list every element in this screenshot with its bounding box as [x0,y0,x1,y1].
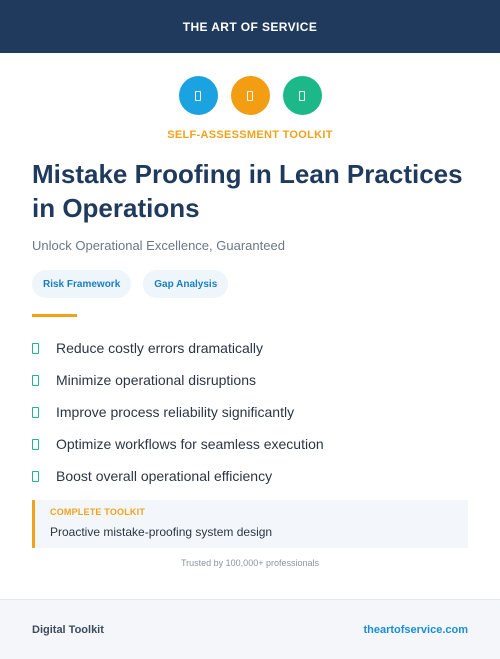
list-item: Optimize workflows for seamless executio… [32,428,324,460]
check-icon [32,406,39,418]
list-item: Reduce costly errors dramatically [32,332,324,364]
callout-text: Proactive mistake-proofing system design [50,525,273,539]
document-glyph-icon [195,90,201,101]
accent-divider [32,314,77,317]
check-icon [32,342,39,354]
list-item: Improve process reliability significantl… [32,396,324,428]
chart-icon [282,76,322,115]
checklist-glyph-icon [247,90,253,101]
list-item: Boost overall operational efficiency [32,460,324,492]
benefit-list: Reduce costly errors dramatically Minimi… [32,332,324,492]
check-icon [32,438,39,450]
toolkit-eyebrow: SELF-ASSESSMENT TOOLKIT [167,129,333,141]
tag-risk-framework: Risk Framework [32,270,132,298]
benefit-text: Minimize operational disruptions [56,372,256,388]
website-link[interactable]: theartofservice.com [363,623,468,636]
page-subtitle: Unlock Operational Excellence, Guarantee… [32,238,285,253]
document-icon [178,76,218,115]
checklist-icon [230,76,270,115]
chart-glyph-icon [299,90,305,101]
footer-label: Digital Toolkit [32,623,104,636]
top-banner: THE ART OF SERVICE [0,0,500,53]
benefit-text: Optimize workflows for seamless executio… [56,436,324,452]
tag-gap-analysis: Gap Analysis [143,270,229,298]
list-item: Minimize operational disruptions [32,364,324,396]
page-footer: Digital Toolkit theartofservice.com [0,599,500,659]
benefit-text: Improve process reliability significantl… [56,404,295,420]
benefit-text: Reduce costly errors dramatically [56,340,263,356]
tag-list: Risk Framework Gap Analysis [32,270,229,298]
benefit-text: Boost overall operational efficiency [56,468,273,484]
check-icon [32,470,39,482]
feature-icons [0,76,500,115]
check-icon [32,374,39,386]
trust-line: Trusted by 100,000+ professionals [180,558,319,568]
page-title: Mistake Proofing in Lean Practices in Op… [32,159,463,223]
brand-name: THE ART OF SERVICE [182,19,318,34]
callout-label: COMPLETE TOOLKIT [50,507,146,517]
toolkit-callout: COMPLETE TOOLKIT Proactive mistake-proof… [32,500,468,548]
